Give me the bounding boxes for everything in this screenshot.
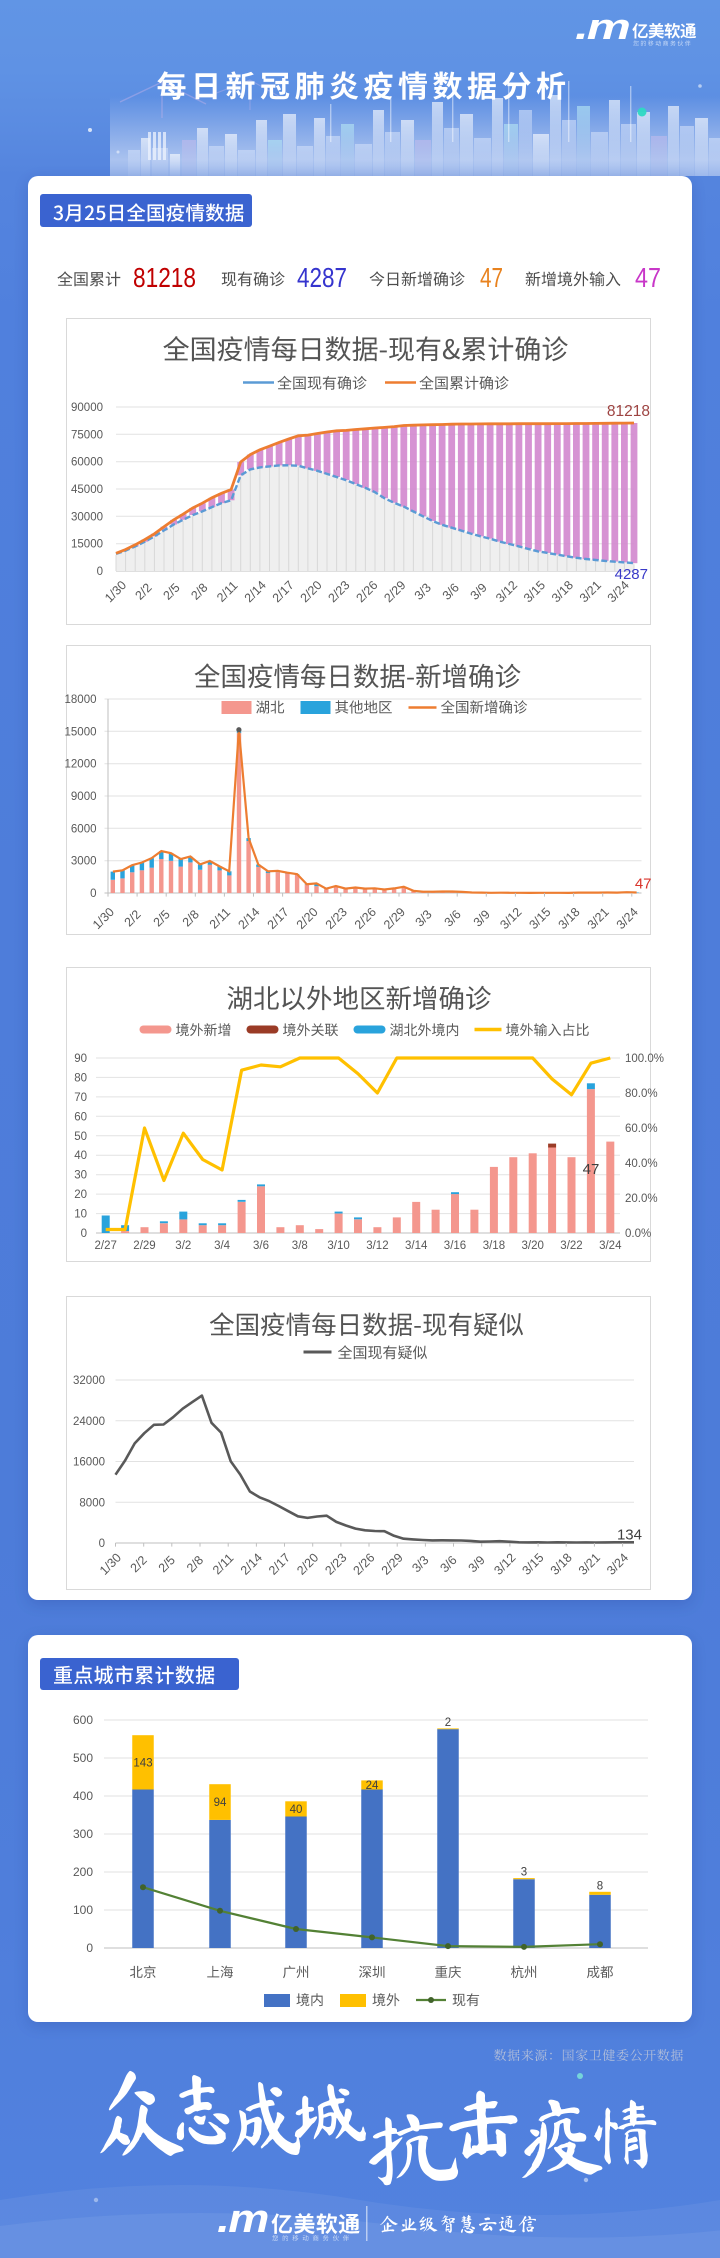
svg-text:0.0%: 0.0% — [625, 1228, 651, 1240]
svg-text:81218: 81218 — [607, 403, 650, 420]
svg-text:40.0%: 40.0% — [625, 1158, 658, 1170]
svg-text:4287: 4287 — [297, 262, 347, 293]
svg-text:24000: 24000 — [73, 1416, 105, 1428]
svg-text:32000: 32000 — [73, 1375, 105, 1387]
svg-text:400: 400 — [73, 1789, 93, 1803]
svg-text:3/8: 3/8 — [292, 1240, 308, 1252]
svg-text:3/20: 3/20 — [522, 1240, 544, 1252]
svg-text:2/27: 2/27 — [95, 1240, 117, 1252]
svg-text:0: 0 — [81, 1228, 87, 1240]
svg-text:16000: 16000 — [73, 1457, 105, 1469]
svg-text:3/24: 3/24 — [599, 1240, 622, 1252]
svg-text:20: 20 — [74, 1189, 87, 1201]
svg-text:90000: 90000 — [71, 402, 103, 414]
svg-text:60.0%: 60.0% — [625, 1123, 658, 1135]
svg-text:143: 143 — [133, 1757, 152, 1769]
svg-text:40: 40 — [290, 1804, 303, 1816]
svg-text:10: 10 — [74, 1209, 87, 1221]
svg-text:30: 30 — [74, 1170, 87, 1182]
svg-text:0: 0 — [97, 566, 103, 578]
svg-text:90: 90 — [74, 1053, 87, 1065]
svg-text:47: 47 — [583, 1161, 600, 1178]
svg-text:24: 24 — [366, 1780, 379, 1792]
svg-text:81218: 81218 — [133, 262, 196, 293]
svg-text:3/14: 3/14 — [405, 1240, 428, 1252]
svg-text:15000: 15000 — [71, 539, 103, 551]
svg-text:40: 40 — [74, 1150, 87, 1162]
svg-text:2: 2 — [445, 1717, 451, 1729]
svg-text:134: 134 — [617, 1526, 642, 1543]
svg-text:9000: 9000 — [71, 791, 97, 803]
svg-text:0: 0 — [99, 1538, 105, 1550]
svg-text:100: 100 — [73, 1903, 93, 1917]
svg-text:3/6: 3/6 — [253, 1240, 269, 1252]
svg-text:6000: 6000 — [71, 823, 97, 835]
svg-text:3000: 3000 — [71, 856, 97, 868]
svg-text:50: 50 — [74, 1131, 87, 1143]
svg-text:2/29: 2/29 — [133, 1240, 155, 1252]
svg-text:20.0%: 20.0% — [625, 1193, 658, 1205]
svg-text:3: 3 — [521, 1867, 527, 1879]
svg-text:3/12: 3/12 — [366, 1240, 388, 1252]
svg-text:3/10: 3/10 — [327, 1240, 349, 1252]
svg-text:3/18: 3/18 — [483, 1240, 505, 1252]
svg-text:47: 47 — [635, 262, 661, 293]
svg-text:600: 600 — [73, 1713, 93, 1727]
svg-text:15000: 15000 — [65, 726, 97, 738]
svg-text:300: 300 — [73, 1827, 93, 1841]
svg-text:200: 200 — [73, 1865, 93, 1879]
svg-text:80.0%: 80.0% — [625, 1088, 658, 1100]
svg-text:0: 0 — [86, 1941, 93, 1955]
svg-text:8: 8 — [597, 1880, 603, 1892]
svg-text:4287: 4287 — [615, 566, 648, 583]
svg-text:60: 60 — [74, 1111, 87, 1123]
svg-text:18000: 18000 — [65, 694, 97, 706]
svg-text:100.0%: 100.0% — [625, 1053, 664, 1065]
svg-text:45000: 45000 — [71, 484, 103, 496]
svg-text:8000: 8000 — [79, 1497, 105, 1509]
svg-text:0: 0 — [90, 888, 96, 900]
svg-text:3/16: 3/16 — [444, 1240, 466, 1252]
svg-text:3/22: 3/22 — [560, 1240, 582, 1252]
svg-text:80: 80 — [74, 1072, 87, 1084]
svg-text:60000: 60000 — [71, 457, 103, 469]
svg-text:47: 47 — [480, 262, 503, 293]
svg-text:47: 47 — [635, 876, 652, 893]
svg-text:94: 94 — [214, 1797, 227, 1809]
svg-text:12000: 12000 — [65, 759, 97, 771]
svg-text:500: 500 — [73, 1751, 93, 1765]
svg-text:3/2: 3/2 — [175, 1240, 191, 1252]
svg-text:3/4: 3/4 — [214, 1240, 231, 1252]
svg-text:70: 70 — [74, 1092, 87, 1104]
svg-text:75000: 75000 — [71, 429, 103, 441]
svg-text:30000: 30000 — [71, 511, 103, 523]
